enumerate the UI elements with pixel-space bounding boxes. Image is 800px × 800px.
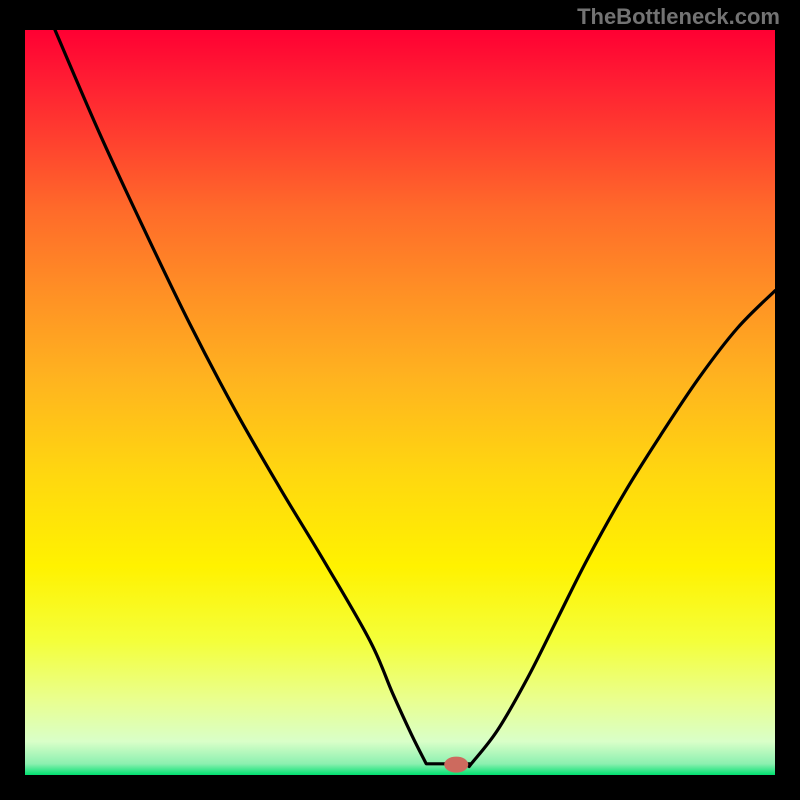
- chart-frame: TheBottleneck.com: [0, 0, 800, 800]
- optimum-marker: [444, 757, 468, 773]
- plot-area: [25, 30, 775, 775]
- watermark-text: TheBottleneck.com: [577, 4, 780, 30]
- gradient-background: [25, 30, 775, 775]
- bottleneck-curve-chart: [25, 30, 775, 775]
